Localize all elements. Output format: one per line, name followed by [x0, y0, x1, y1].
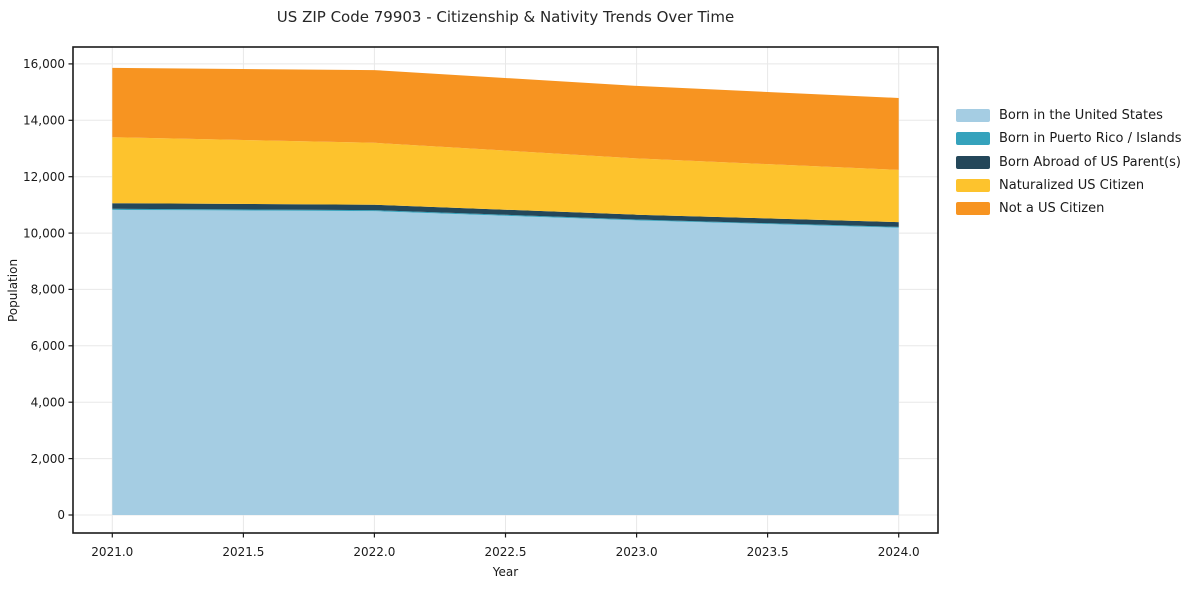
legend: Born in the United States Born in Puerto …: [956, 104, 1182, 220]
legend-item: Not a US Citizen: [956, 197, 1182, 220]
legend-label: Naturalized US Citizen: [999, 178, 1145, 194]
legend-item: Born in the United States: [956, 104, 1182, 127]
area-series-2: [112, 203, 899, 227]
legend-item: Naturalized US Citizen: [956, 174, 1182, 197]
y-tick-label: 8,000: [31, 283, 65, 297]
legend-item: Born in Puerto Rico / Islands: [956, 127, 1182, 150]
legend-label: Born in Puerto Rico / Islands: [999, 131, 1182, 147]
legend-swatch-icon: [956, 155, 990, 169]
x-tick-label: 2024.0: [878, 545, 920, 559]
legend-label: Not a US Citizen: [999, 201, 1105, 217]
x-axis-label: Year: [492, 565, 519, 579]
x-tick-label: 2021.5: [222, 545, 264, 559]
x-tick-label: 2021.0: [91, 545, 133, 559]
area-series-0: [112, 209, 899, 515]
y-tick-label: 2,000: [31, 452, 65, 466]
y-tick-label: 12,000: [23, 170, 65, 184]
x-tick-label: 2022.0: [353, 545, 395, 559]
y-axis-label: Population: [6, 258, 20, 322]
legend-label: Born Abroad of US Parent(s): [999, 154, 1181, 170]
x-tick-label: 2023.0: [616, 545, 658, 559]
legend-swatch-icon: [956, 109, 990, 123]
area-series-4: [112, 67, 899, 170]
x-tick-label: 2023.5: [747, 545, 789, 559]
x-tick-label: 2022.5: [485, 545, 527, 559]
legend-swatch-icon: [956, 202, 990, 216]
legend-swatch-icon: [956, 179, 990, 193]
y-tick-label: 10,000: [23, 226, 65, 240]
tick-labels: 0 2,000 4,000 6,000 8,000 10,000 12,000 14,000 1…: [23, 57, 920, 559]
y-tick-label: 4,000: [31, 395, 65, 409]
legend-label: Born in the United States: [999, 108, 1163, 124]
legend-swatch-icon: [956, 132, 990, 146]
y-tick-label: 6,000: [31, 339, 65, 353]
y-tick-label: 0: [57, 508, 65, 522]
chart-title: US ZIP Code 79903 - Citizenship & Nativi…: [276, 8, 735, 26]
area-series-3: [112, 137, 899, 223]
y-tick-label: 14,000: [23, 114, 65, 128]
legend-item: Born Abroad of US Parent(s): [956, 151, 1182, 174]
tick-marks: [68, 63, 900, 538]
y-tick-label: 16,000: [23, 57, 65, 71]
